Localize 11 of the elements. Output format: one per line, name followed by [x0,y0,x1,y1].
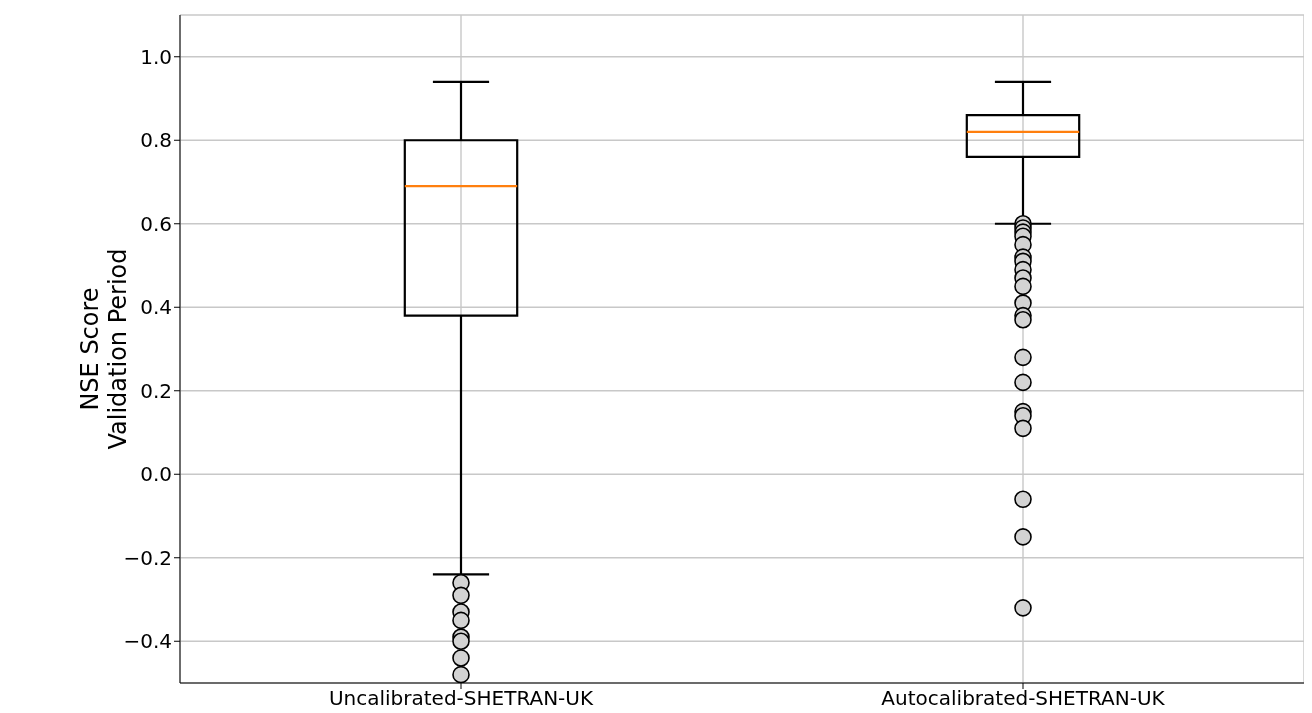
y-tick-label: 0.8 [140,128,172,153]
y-tick-label: 1.0 [140,44,172,69]
y-tick-label: 0.6 [140,211,172,236]
y-tick-label: −0.4 [123,629,172,654]
x-tick-label: Uncalibrated-SHETRAN-UK [328,686,594,711]
y-tick-label: 0.4 [140,295,172,320]
x-tick-label: Autocalibrated-SHETRAN-UK [881,686,1166,711]
y-tick-label: 0.2 [140,378,172,403]
y-tick-label: −0.2 [123,545,172,570]
y-tick-label: 0.0 [140,462,172,487]
y-axis-title: NSE Score Validation Period [76,248,132,450]
